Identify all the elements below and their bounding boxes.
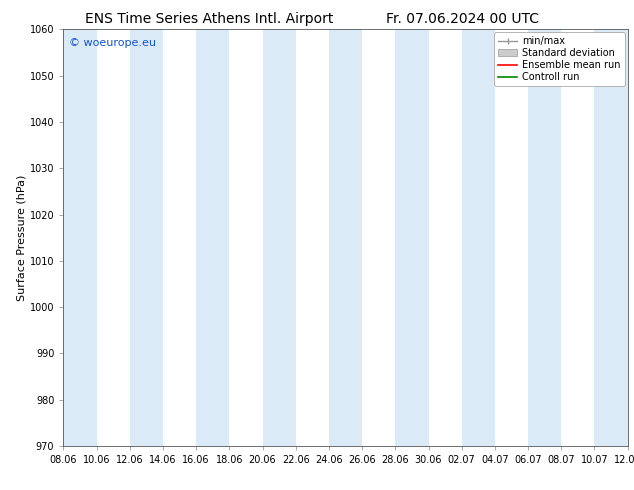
Legend: min/max, Standard deviation, Ensemble mean run, Controll run: min/max, Standard deviation, Ensemble me… <box>494 32 624 86</box>
Bar <box>329 29 362 446</box>
Bar <box>196 29 230 446</box>
Bar <box>595 29 628 446</box>
Bar <box>63 29 96 446</box>
Bar <box>130 29 163 446</box>
Text: © woeurope.eu: © woeurope.eu <box>69 38 156 48</box>
Bar <box>262 29 295 446</box>
Bar <box>462 29 495 446</box>
Text: ENS Time Series Athens Intl. Airport: ENS Time Series Athens Intl. Airport <box>85 12 333 26</box>
Bar <box>528 29 561 446</box>
Text: Fr. 07.06.2024 00 UTC: Fr. 07.06.2024 00 UTC <box>386 12 540 26</box>
Y-axis label: Surface Pressure (hPa): Surface Pressure (hPa) <box>17 174 27 301</box>
Bar <box>396 29 429 446</box>
